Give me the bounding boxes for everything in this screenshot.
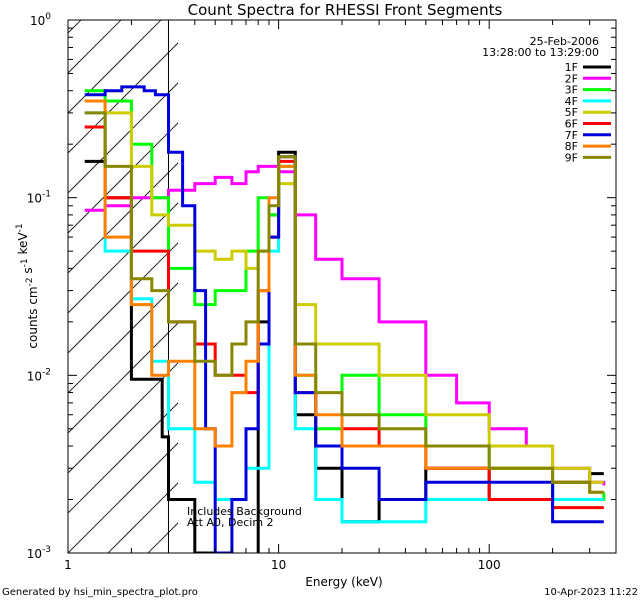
hatch-line: [68, 202, 178, 314]
x-tick-label: 100: [478, 558, 501, 572]
annotation-1: Att A0, Decim 2: [187, 516, 274, 529]
y-axis-title: counts cm-2 s-1 keV-1: [15, 223, 40, 348]
series-1F-line: [84, 150, 604, 553]
series-9F-line: [84, 111, 604, 494]
series-7F-line: [84, 85, 604, 553]
legend-label-8F: 8F: [565, 140, 578, 153]
legend-label-2F: 2F: [565, 72, 578, 85]
hatch-line: [68, 402, 178, 514]
legend-label-7F: 7F: [565, 129, 578, 142]
hatch-line: [68, 82, 178, 194]
legend-label-5F: 5F: [565, 106, 578, 119]
footer-timestamp: 10-Apr-2023 11:22: [544, 587, 638, 598]
background-hatch-region: [0, 0, 640, 553]
hatch-line: [0, 0, 108, 553]
legend-label-9F: 9F: [565, 151, 578, 164]
series-layer: [84, 85, 606, 553]
series-8F-line: [84, 99, 604, 494]
chart-title: Count Spectra for RHESSI Front Segments: [188, 1, 503, 19]
y-tick-label: 10-2: [27, 367, 51, 383]
hatch-line: [107, 482, 178, 553]
hatch-line: [68, 20, 122, 74]
y-tick-label: 100: [30, 12, 51, 28]
x-axis-title: Energy (keV): [305, 575, 382, 589]
axis-ticks: 1 10 100 100 10-1 10-2 10-3: [27, 12, 617, 572]
hatch-line: [228, 0, 640, 553]
x-tick-label: 10: [271, 558, 286, 572]
legend-time-range: 13:28:00 to 13:29:00: [482, 46, 599, 59]
hatch-line: [68, 282, 178, 394]
y-tick-label: 10-3: [27, 545, 51, 561]
legend-label-4F: 4F: [565, 95, 578, 108]
legend-label-1F: 1F: [565, 61, 578, 74]
hatch-line: [68, 20, 162, 114]
legend-label-6F: 6F: [565, 118, 578, 131]
legend-label-3F: 3F: [565, 84, 578, 97]
series-6F-line: [84, 125, 604, 510]
hatch-line: [68, 42, 178, 154]
hatch-line: [68, 162, 178, 274]
x-tick-label: 1: [64, 558, 72, 572]
legend-date: 25-Feb-2006: [530, 35, 599, 48]
footer-generated-by: Generated by hsi_min_spectra_plot.pro: [2, 587, 198, 598]
hatch-line: [68, 322, 178, 434]
y-tick-label: 10-1: [27, 190, 51, 206]
hatch-line: [68, 442, 178, 553]
series-4F-line: [84, 111, 604, 524]
annotation-0: Includes Background: [187, 505, 302, 518]
hatch-line: [68, 362, 178, 474]
hatch-line: [68, 242, 178, 354]
